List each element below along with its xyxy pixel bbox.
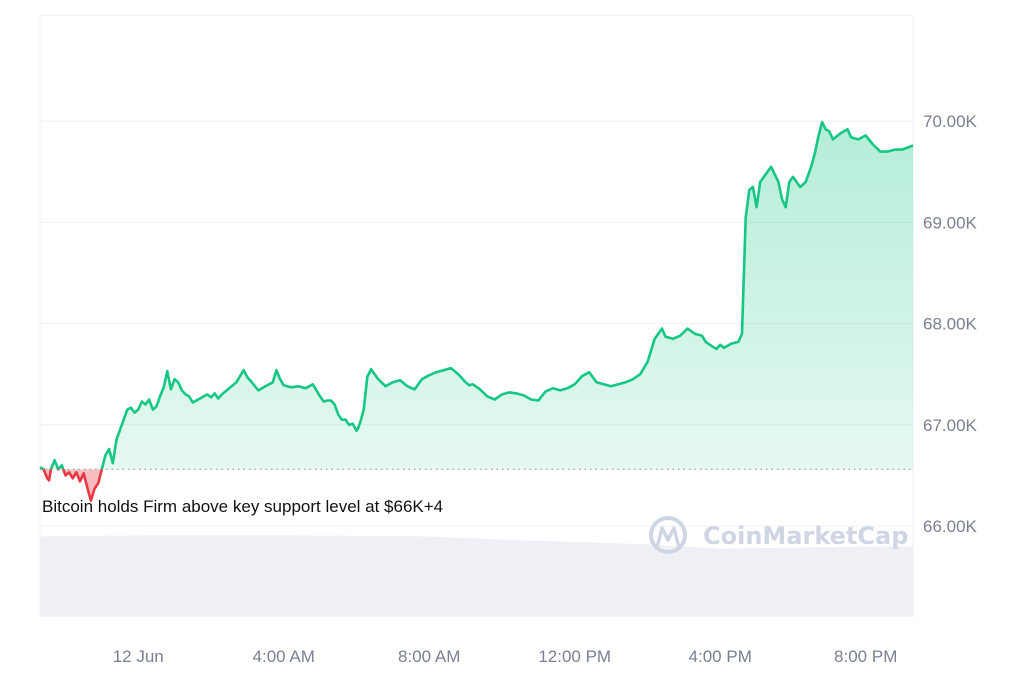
x-axis-ticks: 12 Jun 4:00 AM 8:00 AM 12:00 PM 4:00 PM 8:00 … bbox=[113, 647, 898, 666]
x-tick-label: 8:00 PM bbox=[834, 647, 897, 666]
volume-area bbox=[40, 535, 913, 617]
x-tick-label: 12 Jun bbox=[113, 647, 164, 666]
price-areas bbox=[40, 122, 913, 501]
y-tick-label: 66.00K bbox=[923, 517, 978, 536]
coinmarketcap-logo-icon bbox=[649, 516, 687, 554]
y-tick-label: 69.00K bbox=[923, 213, 978, 232]
y-axis-ticks: 66.00K 67.00K 68.00K 69.00K 70.00K bbox=[923, 112, 978, 536]
y-tick-label: 67.00K bbox=[923, 416, 978, 435]
x-tick-label: 12:00 PM bbox=[538, 647, 611, 666]
watermark-text: CoinMarketCap bbox=[703, 522, 908, 550]
x-tick-label: 4:00 AM bbox=[253, 647, 315, 666]
y-tick-label: 68.00K bbox=[923, 315, 978, 334]
price-lines bbox=[39, 120, 914, 502]
price-line-up bbox=[39, 120, 914, 470]
price-area-up bbox=[40, 122, 913, 470]
y-tick-label: 70.00K bbox=[923, 112, 978, 131]
x-tick-label: 4:00 PM bbox=[689, 647, 752, 666]
volume-shape bbox=[40, 535, 913, 617]
x-tick-label: 8:00 AM bbox=[398, 647, 460, 666]
chart-annotation: Bitcoin holds Firm above key support lev… bbox=[42, 497, 443, 516]
watermark: CoinMarketCap bbox=[649, 516, 908, 554]
